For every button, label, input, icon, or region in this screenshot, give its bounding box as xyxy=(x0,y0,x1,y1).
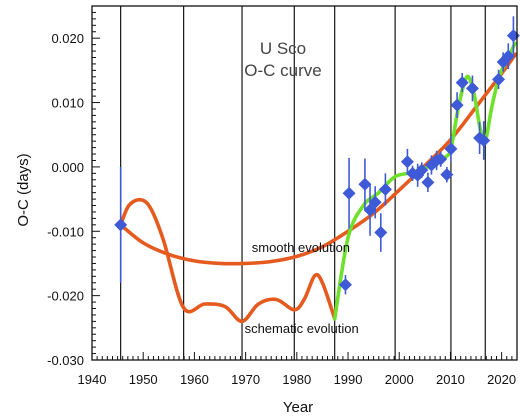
point-marker xyxy=(415,163,429,177)
data-point xyxy=(450,92,464,118)
data-point xyxy=(368,186,382,219)
point-marker xyxy=(450,98,464,112)
y-tick-label: 0.010 xyxy=(51,96,84,111)
y-tick-label: -0.010 xyxy=(47,224,84,239)
point-marker xyxy=(465,81,479,95)
x-tick-label: 1940 xyxy=(78,372,107,387)
point-marker xyxy=(444,142,458,156)
point-marker xyxy=(338,278,352,292)
data-point xyxy=(358,158,372,211)
point-marker xyxy=(421,175,435,189)
x-axis: 1940 1950 1960 1970 1980 1990 2000 2010 2020 xyxy=(78,352,518,387)
data-point xyxy=(400,148,414,175)
data-point xyxy=(477,121,491,160)
data-point xyxy=(465,75,479,102)
point-marker xyxy=(400,155,414,169)
point-marker xyxy=(440,168,454,182)
point-marker xyxy=(501,49,515,63)
smooth-evolution-curve xyxy=(118,52,518,266)
point-marker xyxy=(358,177,372,191)
y-axis-title: O-C (days) xyxy=(15,153,32,226)
x-tick-label: 1990 xyxy=(334,372,363,387)
data-point xyxy=(114,166,128,283)
y-tick-label: 0.020 xyxy=(51,31,84,46)
data-point xyxy=(415,162,429,178)
x-tick-label: 1950 xyxy=(129,372,158,387)
data-point xyxy=(338,275,352,295)
point-marker xyxy=(378,182,392,196)
point-marker xyxy=(342,186,356,200)
point-marker xyxy=(368,195,382,209)
data-point xyxy=(434,151,448,167)
point-marker xyxy=(374,226,388,240)
data-points xyxy=(114,16,520,295)
point-marker xyxy=(477,134,491,148)
x-tick-label: 1960 xyxy=(180,372,209,387)
chart-title-line-2: O-C curve xyxy=(244,61,321,80)
point-marker xyxy=(114,218,128,232)
schematic-evolution-label: schematic evolution xyxy=(245,321,359,336)
point-marker xyxy=(492,72,506,86)
annotations: smooth evolution schematic evolution xyxy=(245,240,359,336)
data-point xyxy=(440,166,454,183)
x-tick-label: 1970 xyxy=(231,372,260,387)
data-point xyxy=(492,69,506,90)
x-tick-label: 2010 xyxy=(436,372,465,387)
data-point xyxy=(374,213,388,252)
y-tick-label: -0.020 xyxy=(47,289,84,304)
chart-title-line-1: U Sco xyxy=(260,39,306,58)
data-point xyxy=(421,172,435,193)
x-axis-title: Year xyxy=(283,399,313,416)
smooth-evolution-label: smooth evolution xyxy=(252,240,350,255)
eruption-lines xyxy=(120,6,486,360)
point-marker xyxy=(434,152,448,166)
x-tick-label: 1980 xyxy=(282,372,311,387)
plot-frame xyxy=(91,5,518,361)
x-tick-label: 2020 xyxy=(487,372,516,387)
y-tick-label: 0.000 xyxy=(51,160,84,175)
schematic-evolution-curve xyxy=(118,197,337,324)
data-point xyxy=(378,173,392,206)
data-point xyxy=(342,157,356,229)
x-tick-label: 2000 xyxy=(385,372,414,387)
data-point xyxy=(501,43,515,70)
y-tick-label: -0.030 xyxy=(47,353,84,368)
data-point xyxy=(444,136,458,162)
y-axis: 0.020 0.010 0.000 -0.010 -0.020 -0.030 xyxy=(47,5,100,368)
point-marker xyxy=(455,76,469,90)
data-point xyxy=(455,72,469,93)
